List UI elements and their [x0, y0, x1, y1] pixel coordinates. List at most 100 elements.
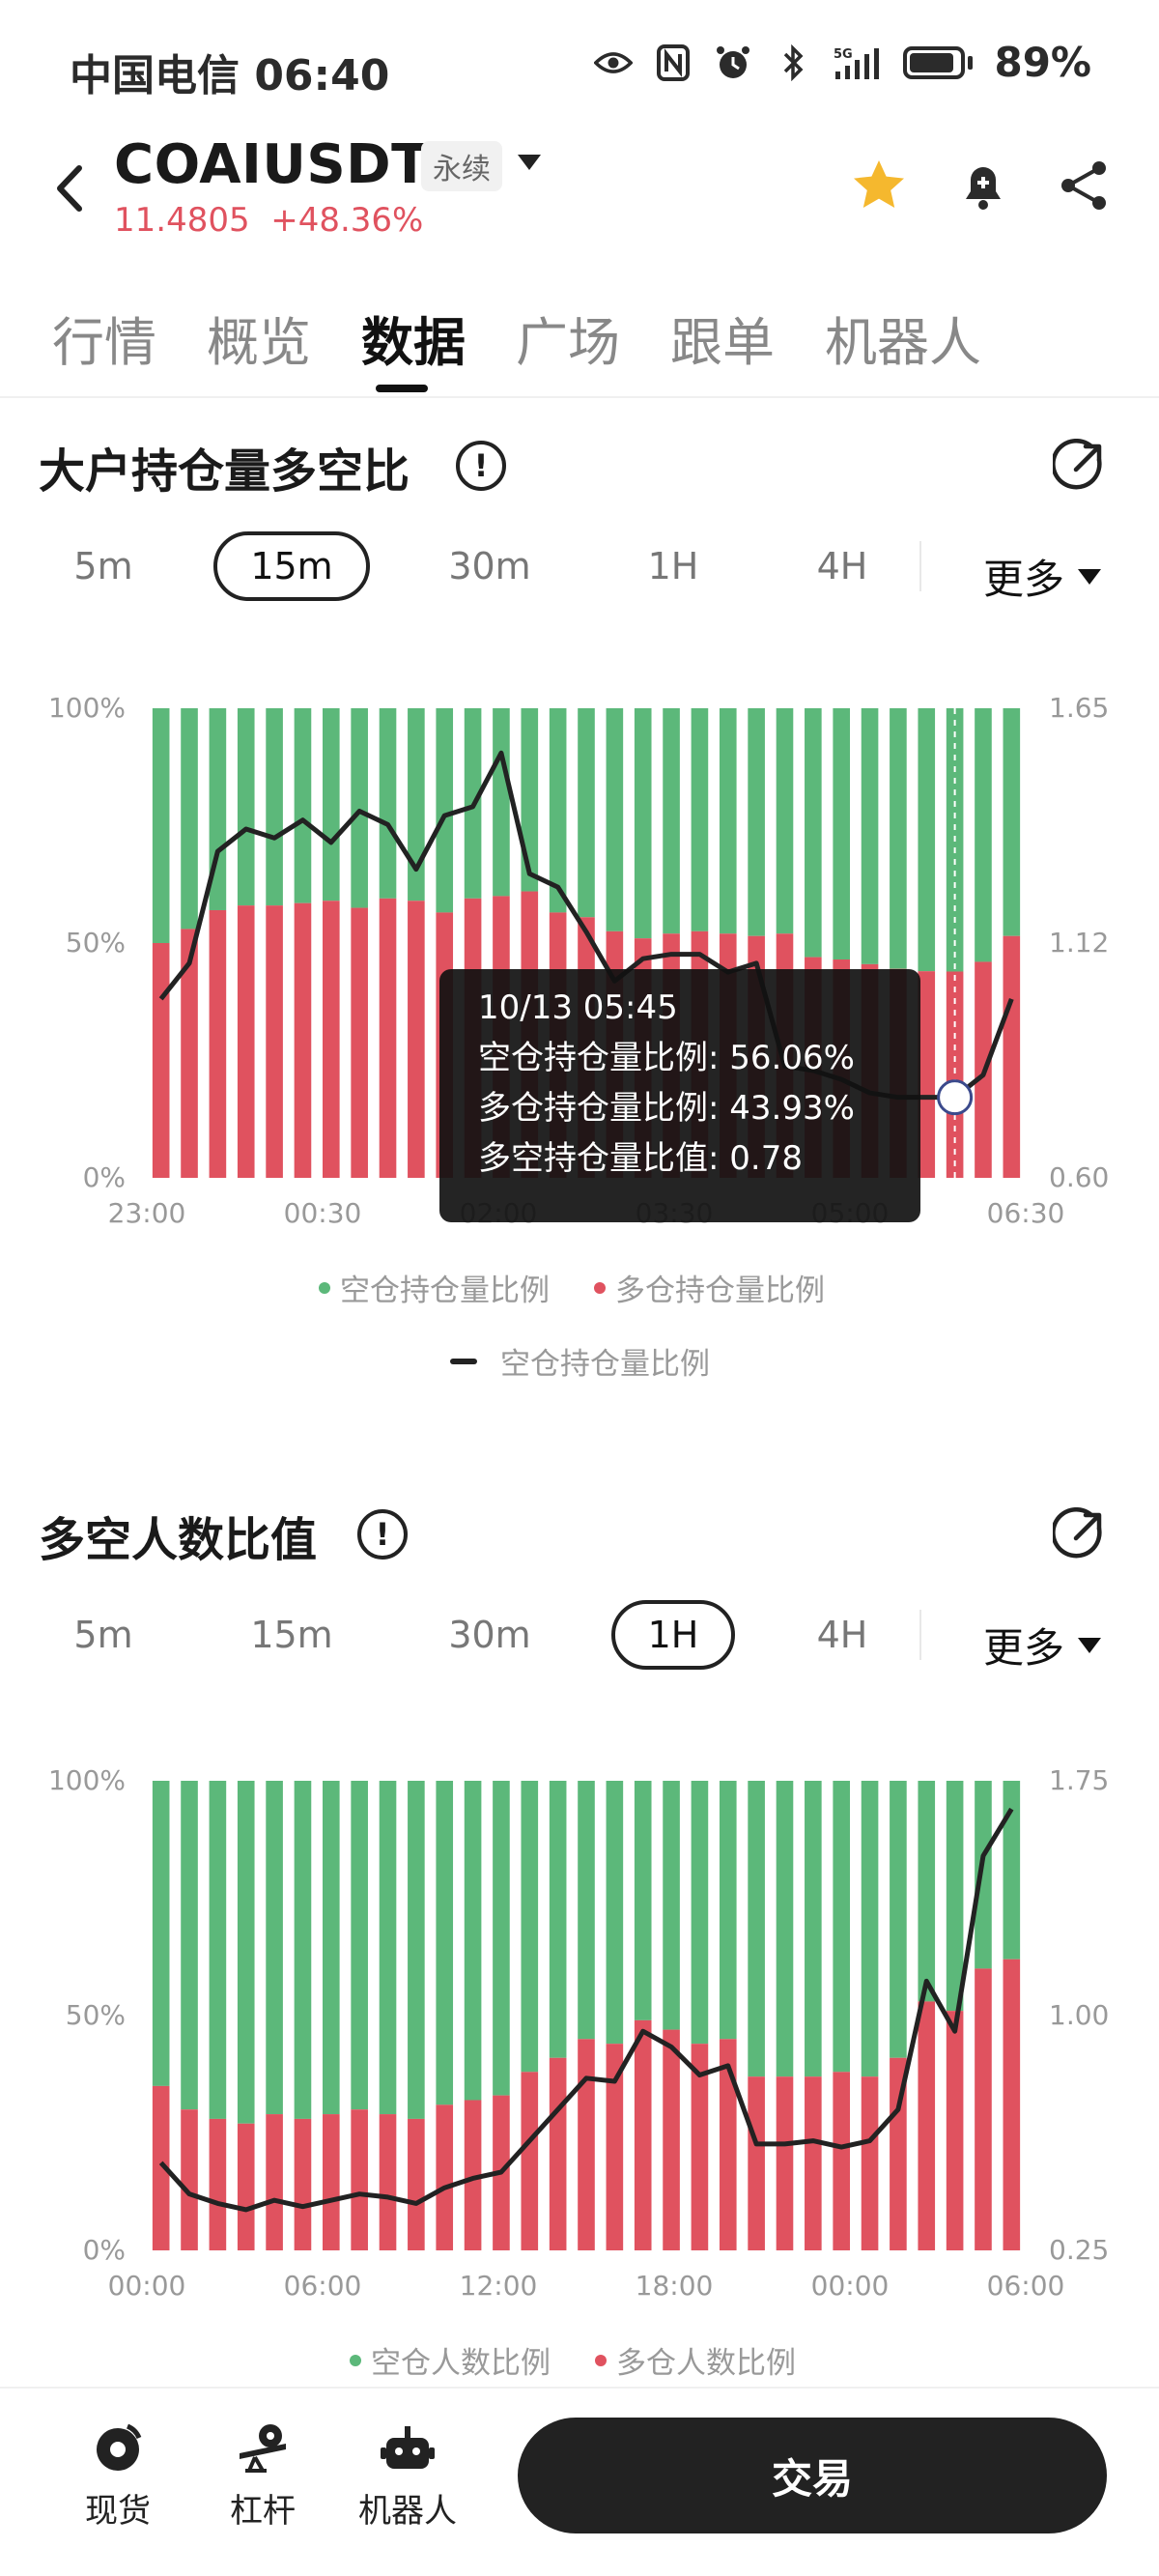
- bar-long: [918, 971, 936, 1178]
- x-tick: 00:00: [811, 2270, 890, 2300]
- divider: [919, 541, 921, 591]
- bar-short: [634, 1781, 652, 2020]
- info-icon[interactable]: !: [357, 1509, 408, 1560]
- bar-long: [1003, 935, 1021, 1178]
- bar-short: [493, 1781, 510, 2096]
- bar-short: [691, 1781, 709, 2045]
- x-tick: 18:00: [636, 2270, 714, 2300]
- bar-short: [606, 708, 624, 931]
- legend-item-short[interactable]: 空仓持仓量比例: [319, 1266, 550, 1309]
- bar-short: [294, 1781, 312, 2119]
- tab-copy-trade[interactable]: 跟单: [670, 312, 775, 373]
- bar-short: [578, 1781, 595, 2040]
- bar-long: [351, 2109, 368, 2250]
- more-periods-dropdown[interactable]: 更多: [983, 547, 1102, 606]
- x-tick: 12:00: [460, 2270, 538, 2300]
- bar-long: [975, 1968, 992, 2250]
- series-line: [158, 1807, 1014, 2213]
- period-30m[interactable]: 30m: [448, 1614, 531, 1656]
- legend-item-short[interactable]: 空仓人数比例: [350, 2338, 551, 2382]
- bell-plus-icon[interactable]: [954, 157, 1012, 215]
- bar-short: [1003, 708, 1021, 936]
- more-periods-dropdown[interactable]: 更多: [983, 1616, 1102, 1674]
- back-arrow-icon[interactable]: [50, 155, 89, 222]
- contract-type-badge[interactable]: 永续: [421, 141, 502, 191]
- bar-long: [323, 2114, 340, 2250]
- share-icon[interactable]: [1055, 157, 1113, 215]
- bar-short: [975, 708, 992, 962]
- bar-long: [890, 2057, 907, 2250]
- bar-short: [748, 1781, 765, 2077]
- bar-short: [805, 1781, 822, 2077]
- legend-item-line[interactable]: 空仓持仓量比例: [450, 1339, 710, 1383]
- period-5m[interactable]: 5m: [73, 1614, 133, 1656]
- bar-short: [408, 1781, 425, 2119]
- tab-data[interactable]: 数据: [361, 312, 466, 373]
- bar-short: [748, 708, 765, 936]
- bar-short: [861, 1781, 879, 2077]
- period-30m[interactable]: 30m: [448, 545, 531, 587]
- bar-short: [237, 708, 255, 906]
- expand-external-icon[interactable]: [1051, 438, 1107, 493]
- bar-short: [691, 708, 709, 931]
- symbol-title[interactable]: COAIUSDT: [114, 133, 429, 196]
- tooltip-short-ratio: 空仓持仓量比例: 56.06%: [478, 1039, 855, 1077]
- bar-short: [294, 708, 312, 903]
- bottom-item-label: 现货: [85, 2492, 151, 2531]
- bottom-item-spot[interactable]: 现货: [60, 2420, 176, 2532]
- bottom-item-margin[interactable]: 杠杆: [205, 2420, 321, 2532]
- bluetooth-icon: [774, 43, 812, 82]
- divider: [0, 396, 1159, 398]
- period-1h[interactable]: 1H: [647, 545, 699, 587]
- bar-long: [663, 2029, 680, 2250]
- period-15m[interactable]: 15m: [213, 531, 370, 601]
- symbol-dropdown-caret-icon[interactable]: [518, 155, 541, 170]
- bar-short: [805, 708, 822, 958]
- legend-label: 多仓持仓量比例: [615, 1274, 825, 1308]
- y-left-tick: 0%: [83, 2234, 126, 2266]
- bar-long: [152, 943, 170, 1178]
- x-tick: 06:30: [987, 1197, 1065, 1229]
- bottom-item-bots[interactable]: 机器人: [350, 2420, 466, 2532]
- bar-long: [776, 2076, 794, 2250]
- battery-icon: [903, 45, 974, 79]
- tab-overview[interactable]: 概览: [207, 312, 311, 373]
- period-1h[interactable]: 1H: [610, 1600, 736, 1670]
- tab-bar: 行情 概览 数据 广场 跟单 机器人: [52, 300, 981, 376]
- chart-long-short-accounts[interactable]: 0% 50% 100% 0.25 1.00 1.75 00:00 06:00 12:00 18:0…: [0, 1749, 1159, 2300]
- bar-short: [323, 1781, 340, 2115]
- bar-long: [606, 2044, 624, 2250]
- trade-button[interactable]: 交易: [518, 2418, 1107, 2533]
- bar-long: [946, 2011, 964, 2250]
- section1-title: 大户持仓量多空比: [39, 444, 410, 499]
- expand-external-icon[interactable]: [1051, 1506, 1107, 1561]
- tab-bots[interactable]: 机器人: [825, 312, 981, 373]
- y-right-tick: 0.60: [1049, 1161, 1109, 1193]
- bar-long: [408, 901, 425, 1178]
- bar-long: [578, 2039, 595, 2250]
- legend-item-long[interactable]: 多仓持仓量比例: [594, 1266, 825, 1309]
- bar-long: [294, 902, 312, 1178]
- legend-label: 多仓人数比例: [616, 2346, 796, 2381]
- y-left-tick: 50%: [66, 1999, 126, 2031]
- tab-square[interactable]: 广场: [516, 312, 620, 373]
- period-5m[interactable]: 5m: [73, 545, 133, 587]
- bar-long: [181, 929, 198, 1178]
- bar-long: [634, 2019, 652, 2250]
- bar-short: [521, 1781, 539, 2073]
- info-icon[interactable]: !: [456, 441, 506, 491]
- bar-short: [719, 708, 737, 934]
- star-icon[interactable]: [850, 157, 908, 215]
- period-15m[interactable]: 15m: [250, 1614, 333, 1656]
- tab-market[interactable]: 行情: [52, 312, 156, 373]
- legend-label: 空仓持仓量比例: [340, 1274, 550, 1308]
- period-4h[interactable]: 4H: [816, 545, 868, 587]
- change-percent: +48.36%: [270, 201, 424, 240]
- nfc-icon: [654, 43, 693, 82]
- bar-short: [890, 708, 907, 969]
- signal-5g-icon: 5G: [834, 43, 882, 82]
- bar-long: [521, 2072, 539, 2250]
- period-4h[interactable]: 4H: [816, 1614, 868, 1656]
- legend-item-long[interactable]: 多仓人数比例: [595, 2338, 796, 2382]
- bar-short: [464, 1781, 482, 2101]
